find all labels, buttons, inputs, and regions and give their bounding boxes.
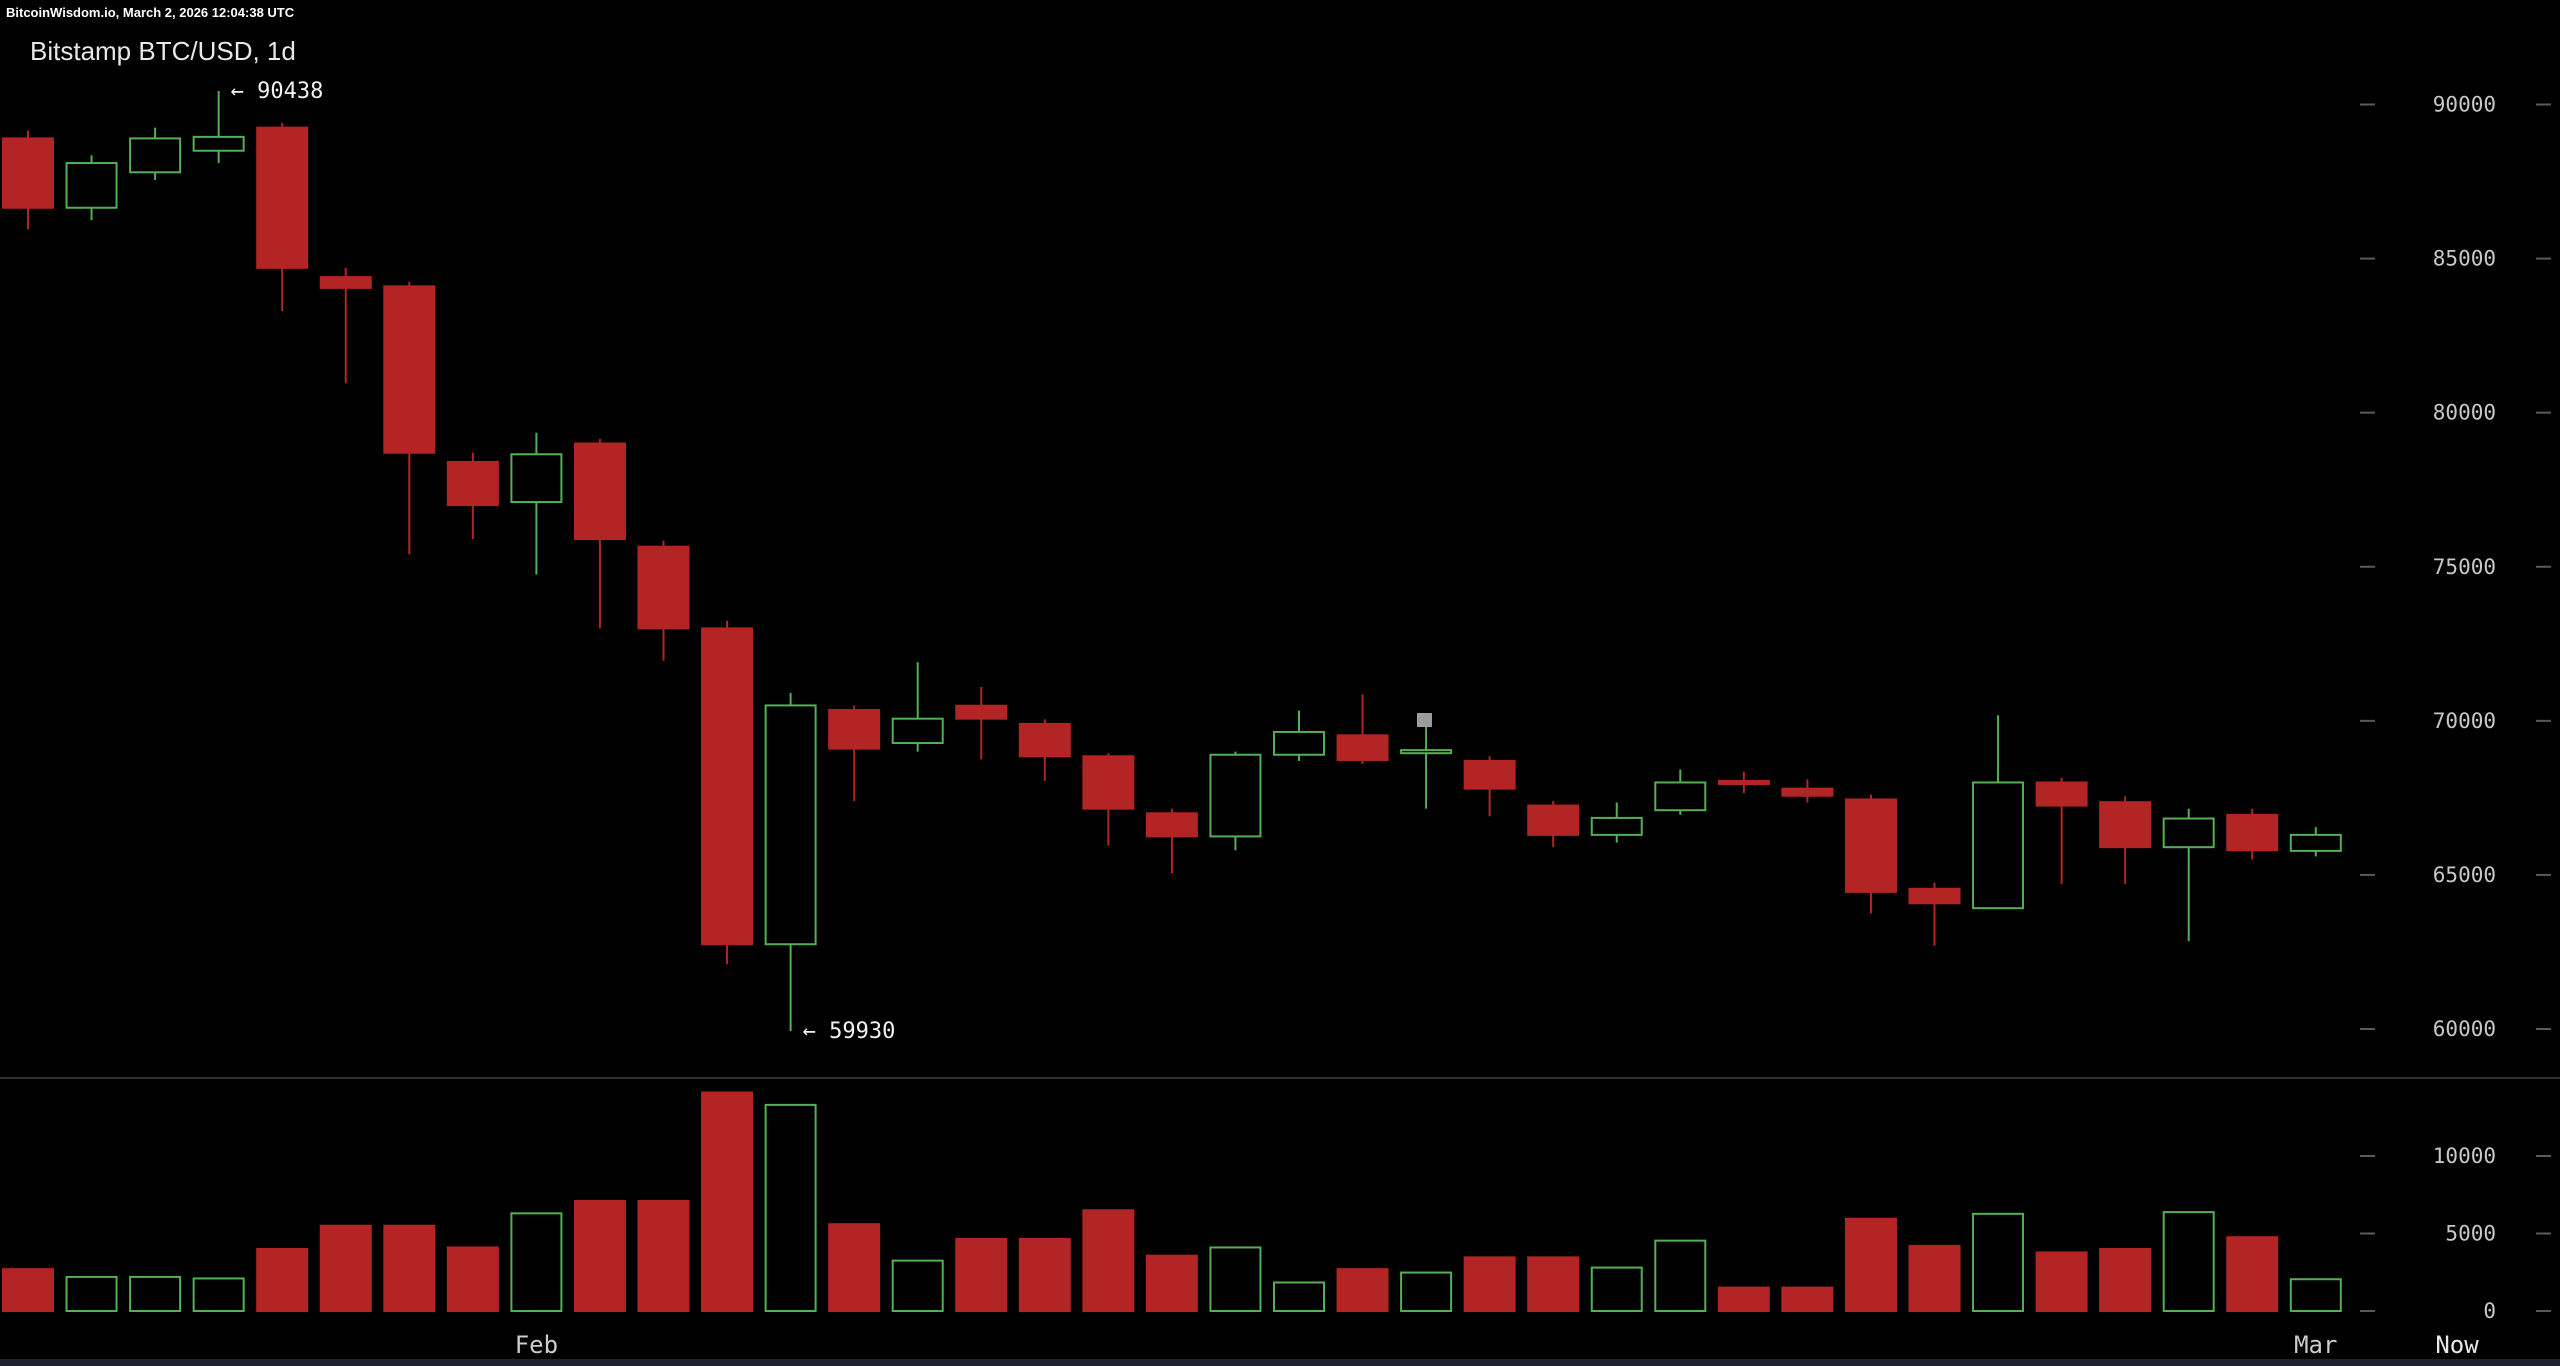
candle-body: [1018, 722, 1071, 758]
volume-bar: [1590, 1266, 1643, 1312]
mouse-cursor: [1417, 713, 1432, 727]
price-axis-label: 70000: [2433, 709, 2496, 733]
candle-body: [2226, 813, 2279, 852]
status-text: BitcoinWisdom.io, March 2, 2026 12:04:38…: [6, 5, 295, 20]
candle-body: [891, 717, 944, 745]
volume-bar: [383, 1224, 436, 1312]
candle-body: [2289, 833, 2342, 852]
volume-bar: [764, 1103, 817, 1312]
price-axis-label: 75000: [2433, 555, 2496, 579]
volume-bar: [192, 1277, 245, 1312]
volume-bar: [1145, 1254, 1198, 1313]
volume-bar: [1463, 1256, 1516, 1312]
volume-bar: [256, 1248, 309, 1312]
candle-body: [1527, 804, 1580, 836]
volume-bar: [1781, 1286, 1834, 1312]
price-annotation-low: ← 59930: [803, 1019, 896, 1044]
candle-body: [2162, 817, 2215, 849]
volume-bar: [891, 1259, 944, 1312]
volume-bar: [1273, 1281, 1325, 1312]
candle-body: [1781, 787, 1834, 797]
candle-body: [2099, 801, 2152, 849]
volume-bar: [1654, 1239, 1707, 1313]
candle-body: [1590, 816, 1643, 836]
candle-body: [2, 137, 54, 209]
candle-body: [764, 704, 817, 946]
bottom-strip: [0, 1359, 2560, 1366]
price-axis-label: 65000: [2433, 863, 2496, 887]
candle-body: [65, 162, 118, 209]
volume-bar: [637, 1199, 690, 1312]
volume-bar: [955, 1237, 1008, 1313]
candle-body: [955, 704, 1008, 720]
candle-body: [256, 126, 309, 269]
candle-body: [1463, 759, 1516, 790]
candle-body: [828, 709, 881, 750]
candle-body: [637, 545, 690, 630]
volume-bar: [2, 1268, 54, 1313]
volume-bar: [1082, 1209, 1135, 1312]
time-axis-label: Mar: [2294, 1331, 2337, 1359]
volume-bar: [2289, 1278, 2342, 1312]
volume-bar: [1972, 1212, 2025, 1312]
volume-bar: [129, 1275, 182, 1313]
time-axis-label: Feb: [515, 1331, 558, 1359]
volume-bar: [2226, 1236, 2279, 1312]
price-axis-label: 80000: [2433, 401, 2496, 425]
volume-bar: [1527, 1256, 1580, 1312]
volume-bar: [573, 1199, 626, 1312]
candle-body: [446, 460, 499, 507]
candle-body: [1908, 887, 1961, 905]
volume-axis-label: 5000: [2445, 1222, 2496, 1246]
candle-body: [1717, 779, 1770, 786]
price-axis-label: 90000: [2433, 93, 2496, 117]
candle-body: [701, 627, 754, 946]
volume-bar: [446, 1246, 499, 1312]
candle-body: [1336, 734, 1389, 761]
volume-bar: [1844, 1217, 1897, 1313]
chart-title: Bitstamp BTC/USD, 1d: [30, 36, 296, 66]
candle-body: [573, 442, 626, 541]
price-axis-label: 85000: [2433, 247, 2496, 271]
price-annotation-high: ← 90438: [231, 79, 324, 104]
volume-bar: [2099, 1248, 2152, 1312]
volume-axis-label: 10000: [2433, 1144, 2496, 1168]
volume-bar: [701, 1091, 754, 1312]
candle-body: [1273, 730, 1325, 756]
volume-bar: [1209, 1246, 1262, 1312]
volume-bar: [2035, 1251, 2088, 1313]
candle-body: [129, 137, 182, 174]
candle-body: [1209, 753, 1262, 838]
candle-body: [1145, 812, 1198, 838]
volume-bar: [1717, 1286, 1770, 1312]
status-bar: BitcoinWisdom.io, March 2, 2026 12:04:38…: [0, 0, 2560, 26]
volume-bar: [828, 1223, 881, 1312]
volume-bar: [319, 1224, 372, 1312]
candle-body: [2035, 781, 2088, 807]
volume-axis-label: 0: [2483, 1299, 2496, 1323]
candle-body: [1844, 798, 1897, 893]
candle-body: [383, 285, 436, 454]
now-label: Now: [2435, 1331, 2479, 1359]
volume-bar: [510, 1212, 563, 1312]
volume-bar: [1400, 1271, 1453, 1313]
volume-bar: [1018, 1237, 1071, 1313]
volume-bar: [1908, 1244, 1961, 1313]
volume-bar: [2162, 1211, 2215, 1312]
price-axis-label: 60000: [2433, 1017, 2496, 1041]
candle-body: [319, 276, 372, 289]
candle-body: [510, 453, 563, 504]
candle-body: [1400, 749, 1453, 755]
candle-body: [1972, 781, 2025, 910]
volume-bar: [65, 1275, 118, 1313]
candle-body: [192, 135, 245, 152]
candle-body: [1082, 755, 1135, 810]
volume-bar: [1336, 1268, 1389, 1313]
candle-body: [1654, 781, 1707, 812]
